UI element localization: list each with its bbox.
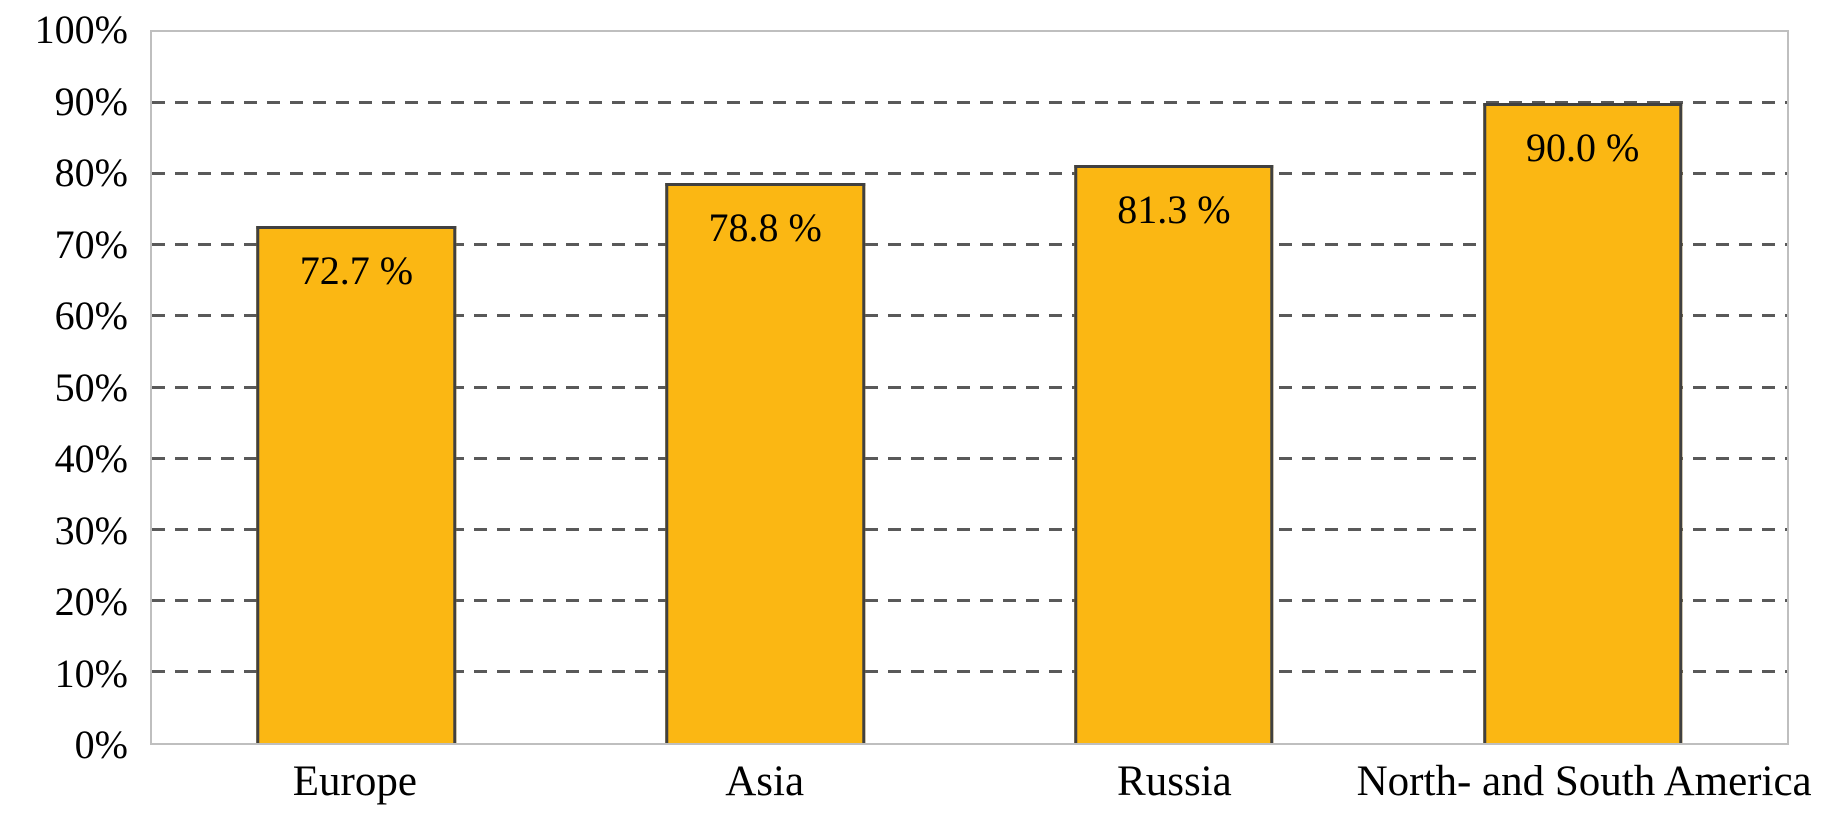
y-tick-label-60: 60% — [54, 293, 128, 338]
x-axis: Europe Asia Russia North- and South America — [150, 758, 1812, 818]
plot-area: 72.7 % 78.8 % 81.3 % 90.0 % — [150, 30, 1789, 745]
bar-value-label-0: 72.7 % — [299, 248, 414, 294]
y-tick-label-0: 0% — [74, 722, 128, 767]
y-tick-label-90: 90% — [54, 78, 128, 124]
y-tick-label-40: 40% — [54, 436, 128, 481]
bar-value-label-1: 78.8 % — [708, 204, 822, 250]
x-category-label-3: North- and South America — [1356, 758, 1812, 805]
y-tick-label-20: 20% — [54, 579, 128, 624]
y-tick-label-70: 70% — [54, 221, 128, 267]
y-tick-label-50: 50% — [54, 364, 128, 410]
y-tick-label-100: 100% — [34, 7, 128, 52]
y-tick-label-80: 80% — [54, 150, 128, 195]
bar-1: 78.8 % — [665, 182, 865, 743]
bar-0: 72.7 % — [256, 226, 457, 743]
x-category-label-2: Russia — [1117, 758, 1232, 805]
x-category-label-0: Europe — [292, 758, 417, 805]
x-category-label-1: Asia — [725, 758, 805, 805]
y-tick-label-30: 30% — [54, 507, 128, 553]
bar-2: 81.3 % — [1074, 164, 1274, 743]
bar-value-label-2: 81.3 % — [1117, 186, 1231, 232]
bar-3: 90.0 % — [1482, 103, 1683, 743]
y-axis: 0% 10% 20% 30% 40% 50% 60% 70% 80% 90% 100% — [0, 10, 128, 765]
bar-value-label-3: 90.0 % — [1525, 125, 1640, 171]
y-tick-label-10: 10% — [54, 650, 128, 696]
